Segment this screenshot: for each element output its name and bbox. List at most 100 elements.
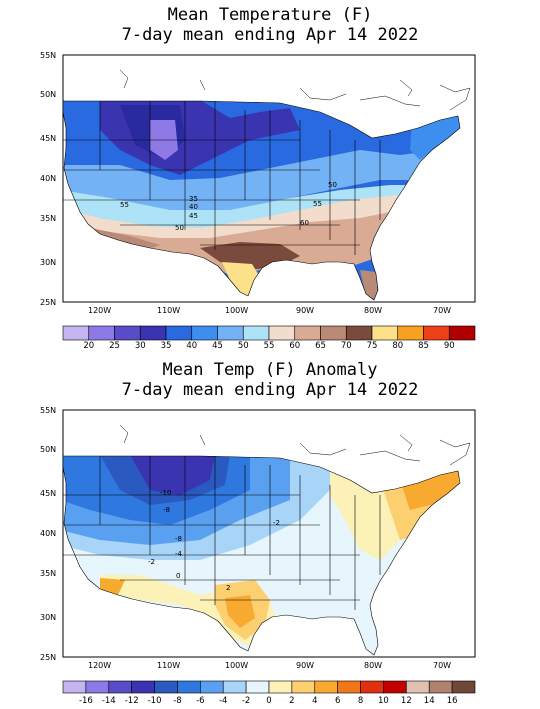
legend-label: 60 [289,341,300,351]
legend-swatch [242,325,270,341]
legend-label: -10 [148,696,162,706]
legend-label: 40 [186,341,197,351]
lat-tick: 30N [40,613,56,622]
legend-label: 12 [401,696,412,706]
contour-label: 35 [189,195,198,203]
contour-label: -8 [163,506,170,514]
legend-label: 90 [444,341,455,351]
legend-label: -14 [102,696,116,706]
panel2-canada-coast [119,424,471,466]
panel1-map: 35 40 45 50 55 50 55 60 55N 50N 45N 40N … [40,51,476,315]
lon-tick: 110W [157,661,180,670]
contour-label: 0 [176,572,180,580]
legend-swatch [88,325,115,341]
legend-label: 65 [315,341,326,351]
contour-label: 45 [189,212,198,220]
lat-tick: 40N [40,174,56,183]
legend-swatch [451,680,476,694]
legend-swatch [165,325,193,341]
legend-swatch [217,325,244,341]
panel1-state-borders [62,100,461,301]
panel1-color-legend: 20 25 30 35 40 45 50 55 60 65 70 75 80 85 90 [62,325,476,351]
legend-swatch [423,325,450,341]
lon-tick: 70W [433,306,451,315]
lon-tick: 90W [296,661,314,670]
lat-tick: 45N [40,489,56,498]
panel1-title-line1: Mean Temperature (F) [167,5,373,25]
panel1-contour-labels: 35 40 45 50 55 50 55 60 [120,181,337,232]
panel1-lon-ticks: 120W 110W 100W 90W 80W 70W [88,306,451,315]
contour-label: -10 [160,489,171,497]
legend-swatch [294,325,321,341]
lon-tick: 120W [88,661,111,670]
legend-swatch [139,325,167,341]
lon-tick: 80W [364,306,382,315]
legend-swatch [360,680,384,694]
contour-label: -8 [175,535,182,543]
lon-tick: 100W [225,306,248,315]
lat-tick: 55N [40,406,56,415]
contour-label: -2 [273,519,280,527]
legend-swatch [131,680,155,694]
lon-tick: 80W [364,661,382,670]
lat-tick: 35N [40,214,56,223]
legend-label: 2 [289,696,294,706]
contour-label: 50 [175,224,184,232]
lat-tick: 40N [40,529,56,538]
legend-label: 50 [238,341,249,351]
legend-swatch [268,680,293,694]
panel1-title-line2: 7-day mean ending Apr 14 2022 [121,25,419,45]
lat-tick: 50N [40,90,56,99]
legend-label: 10 [378,696,389,706]
contour-label: 40 [189,203,198,211]
legend-label: 85 [418,341,429,351]
panel2-title-line1: Mean Temp (F) Anomaly [162,360,378,380]
contour-label: -2 [148,558,155,566]
legend-swatch [345,325,373,341]
legend-label: 14 [424,696,435,706]
legend-label: 16 [447,696,458,706]
legend-label: 45 [212,341,223,351]
legend-label: 4 [312,696,317,706]
lon-tick: 90W [296,306,314,315]
legend-swatch [337,680,361,694]
panel2-contour-labels: -10 -8 -2 -8 -4 -2 0 2 [148,489,280,592]
legend-swatch [222,680,247,694]
panel2-lon-ticks: 120W 110W 100W 90W 80W 70W [88,661,451,670]
legend-swatch [448,325,476,341]
lat-tick: 55N [40,51,56,60]
legend-label: -6 [196,696,204,706]
legend-swatch [108,680,132,694]
legend-label: -8 [173,696,181,706]
legend-swatch [397,325,424,341]
lon-tick: 110W [157,306,180,315]
legend-label: 25 [109,341,120,351]
contour-label: 55 [120,201,129,209]
panel1-canada-coast [119,69,471,111]
panel2-title-line2: 7-day mean ending Apr 14 2022 [121,380,419,400]
panel1-lat-ticks: 55N 50N 45N 40N 35N 30N 25N [40,51,56,307]
legend-label: 0 [266,696,271,706]
legend-swatch [428,680,453,694]
legend-swatch [245,680,270,694]
lat-tick: 30N [40,258,56,267]
lat-tick: 25N [40,298,56,307]
panel2-lat-ticks: 55N 50N 45N 40N 35N 30N 25N [40,406,56,662]
legend-swatch [268,325,296,341]
legend-label: 70 [341,341,352,351]
legend-swatch [371,325,399,341]
legend-swatch [291,680,316,694]
contour-label: 50 [328,181,337,189]
legend-label: -2 [242,696,250,706]
legend-swatch [62,325,90,341]
lat-tick: 50N [40,445,56,454]
legend-swatch [383,680,407,694]
panel2-color-legend: -16 -14 -12 -10 -8 -6 -4 -2 0 2 4 6 8 10 12 14 16 [62,680,476,706]
contour-label: 60 [300,219,309,227]
legend-label: 35 [161,341,172,351]
lon-tick: 100W [225,661,248,670]
legend-swatch [320,325,347,341]
legend-label: -4 [219,696,227,706]
panel2-map: -10 -8 -2 -8 -4 -2 0 2 55N 50N 45N 40N 3… [40,406,476,670]
lat-tick: 35N [40,569,56,578]
